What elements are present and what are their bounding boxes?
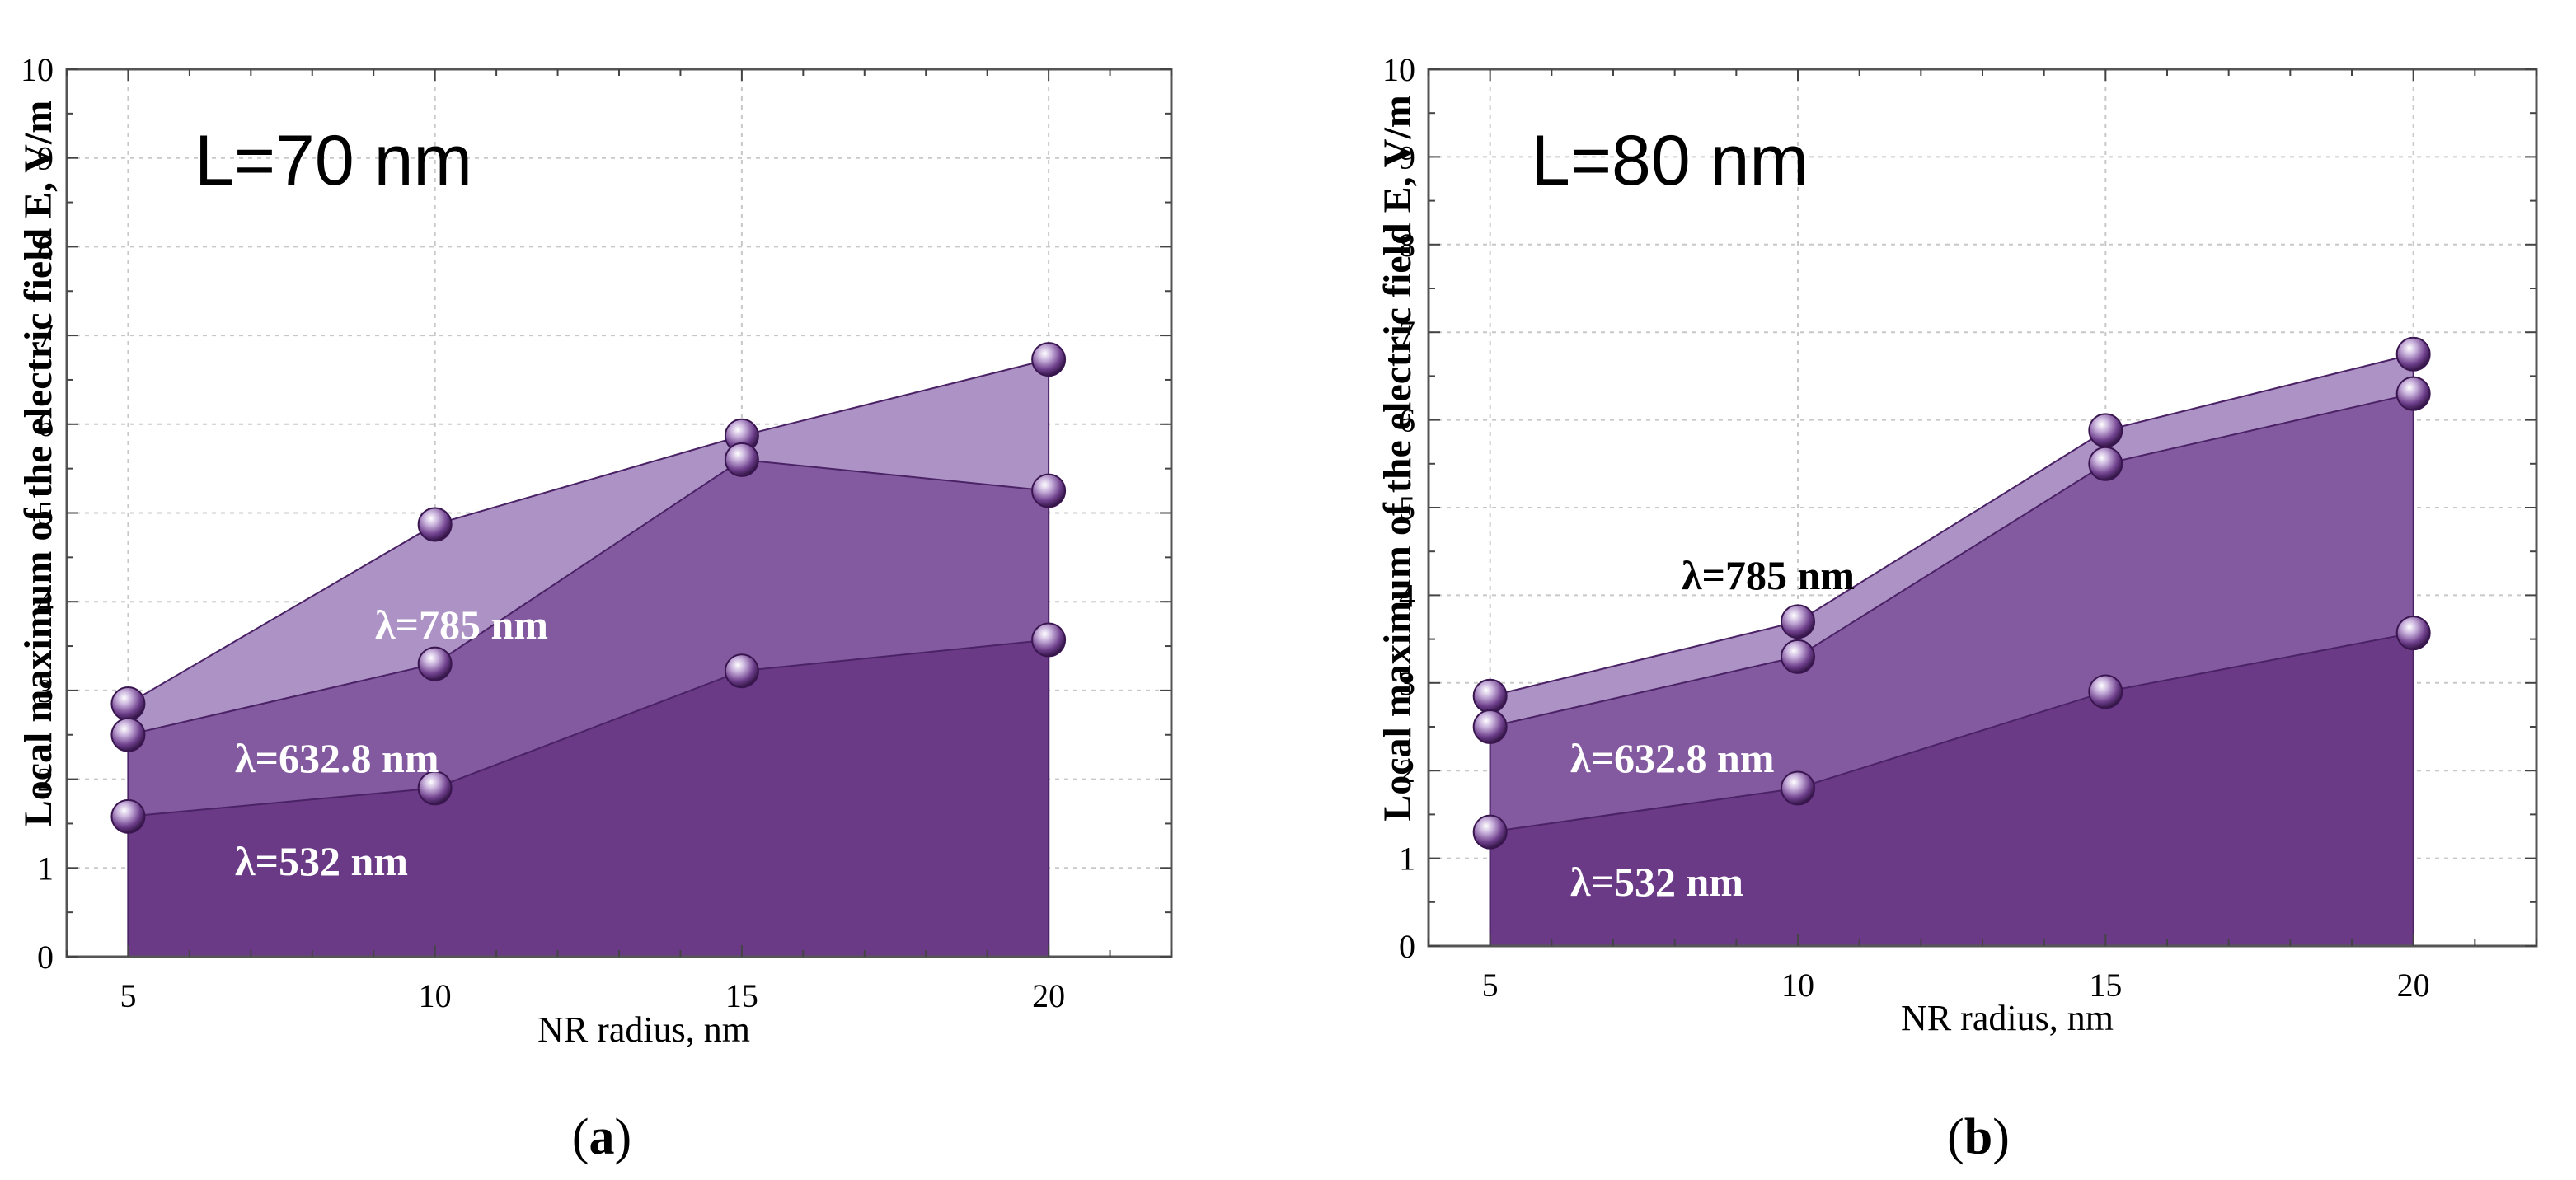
data-point-series-2 (1031, 622, 1067, 658)
data-point-series-2 (2088, 674, 2123, 709)
series-label-0: λ=785 nm (375, 602, 548, 648)
y-tick-label: 0 (1399, 928, 1415, 965)
x-tick-label: 5 (1482, 967, 1499, 1004)
x-tick-label: 10 (1781, 967, 1814, 1004)
y-tick-label: 5 (1399, 489, 1415, 527)
data-point-series-0 (1472, 678, 1508, 714)
data-point-series-0 (417, 507, 453, 542)
x-tick-label: 10 (419, 977, 452, 1014)
data-point-series-2 (1472, 814, 1508, 850)
x-axis-label: NR radius, nm (1901, 998, 2114, 1038)
y-tick-label: 9 (37, 140, 54, 177)
y-tick-label: 0 (37, 939, 54, 976)
data-point-series-1 (417, 646, 453, 681)
panel-title: L=70 nm (195, 121, 472, 200)
series-label-2: λ=532 nm (1570, 859, 1743, 905)
x-tick-label: 20 (1032, 977, 1065, 1014)
y-tick-label: 10 (21, 51, 54, 88)
y-axis-label: Local maximum of the electric field E, V… (16, 101, 60, 827)
y-tick-label: 4 (37, 583, 54, 620)
data-point-series-0 (2088, 413, 2123, 448)
y-axis-label: Local maximum of the electric field E, V… (1376, 95, 1419, 822)
y-tick-label: 6 (37, 406, 54, 443)
data-point-series-2 (724, 653, 759, 689)
y-tick-label: 8 (1399, 227, 1415, 264)
tick-marks (66, 68, 1172, 958)
y-tick-label: 7 (37, 317, 54, 354)
series-label-1: λ=632.8 nm (235, 735, 439, 781)
data-point-series-0 (110, 686, 146, 722)
data-point-series-0 (2395, 336, 2431, 372)
panel-title: L=80 nm (1531, 121, 1809, 200)
tick-marks (1428, 68, 2537, 947)
panel-caption: (a) (572, 1109, 631, 1165)
y-tick-label: 9 (1399, 138, 1415, 176)
y-tick-label: 1 (37, 850, 54, 887)
x-tick-label: 5 (120, 977, 136, 1014)
data-point-series-2 (2395, 616, 2431, 651)
series-label-2: λ=532 nm (235, 838, 408, 884)
x-tick-label: 15 (2089, 967, 2122, 1004)
data-point-series-0 (1781, 604, 1815, 639)
x-tick-label: 20 (2397, 967, 2430, 1004)
y-tick-label: 4 (1399, 577, 1415, 614)
data-point-series-1 (2395, 376, 2431, 411)
x-tick-label: 15 (725, 977, 758, 1014)
series-label-0: λ=785 nm (1682, 552, 1855, 598)
y-tick-label: 3 (1399, 665, 1415, 702)
y-tick-label: 10 (1382, 51, 1415, 88)
data-point-series-1 (1781, 639, 1815, 674)
y-tick-label: 5 (37, 495, 54, 532)
data-point-series-2 (1781, 770, 1815, 806)
y-tick-label: 2 (1399, 752, 1415, 789)
data-point-series-1 (1472, 709, 1508, 744)
y-tick-label: 3 (37, 672, 54, 709)
y-tick-label: 2 (37, 761, 54, 798)
data-point-series-0 (1031, 342, 1067, 377)
y-tick-label: 6 (1399, 402, 1415, 439)
y-tick-label: 1 (1399, 841, 1415, 878)
y-tick-label: 7 (1399, 314, 1415, 351)
x-axis-label: NR radius, nm (537, 1009, 750, 1050)
chart-panel-a: 0 1 2 3 4 5 6 7 8 9 10 5 10 15 20 NR radius, nm Local ma… (16, 51, 1173, 1165)
panel-caption: (b) (1947, 1109, 2010, 1165)
data-point-series-1 (1031, 473, 1067, 508)
data-point-series-1 (724, 442, 759, 477)
series-label-1: λ=632.8 nm (1570, 735, 1775, 781)
chart-panel-b: 0 1 2 3 4 5 6 7 8 9 10 5 10 15 20 NR radius, nm Local ma… (1376, 51, 2538, 1165)
data-point-series-1 (2088, 446, 2123, 481)
data-point-series-2 (417, 770, 453, 806)
y-tick-label: 8 (37, 228, 54, 265)
data-point-series-1 (110, 717, 146, 752)
data-point-series-2 (110, 798, 146, 834)
